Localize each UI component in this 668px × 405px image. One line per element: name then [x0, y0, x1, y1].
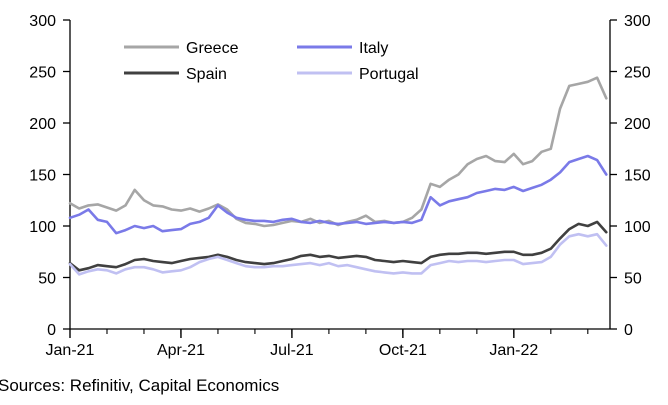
y-tick-label-left: 250 [29, 65, 56, 82]
legend-label-spain: Spain [186, 66, 227, 83]
source-note: Sources: Refinitiv, Capital Economics [0, 376, 280, 395]
series-line-italy [68, 154, 608, 235]
y-tick-label-right: 100 [624, 219, 651, 236]
y-tick-label-left: 150 [29, 168, 56, 185]
x-tick-label: Apr-21 [157, 342, 205, 359]
series-line-greece [68, 76, 608, 228]
chart-series-lines [68, 76, 608, 276]
y-tick-label-left: 100 [29, 219, 56, 236]
y-tick-label-right: 150 [624, 168, 651, 185]
legend-label-portugal: Portugal [359, 66, 419, 83]
y-tick-label-left: 50 [38, 271, 56, 288]
legend-label-italy: Italy [359, 40, 388, 57]
y-tick-label-right: 200 [624, 116, 651, 133]
chart-legend: Greece Spain Italy Portugal [124, 40, 419, 83]
y-tick-label-left: 200 [29, 116, 56, 133]
y-tick-label-right: 0 [624, 322, 633, 339]
y-tick-label-left: 300 [29, 13, 56, 30]
series-line-portugal [68, 232, 608, 276]
y-tick-label-right: 250 [624, 65, 651, 82]
series-line-spain [68, 220, 608, 272]
x-tick-label: Jan-21 [46, 342, 95, 359]
y-tick-label-right: 300 [624, 13, 651, 30]
legend-label-greece: Greece [186, 40, 239, 57]
x-tick-label: Jan-22 [489, 342, 538, 359]
y-tick-label-right: 50 [624, 271, 642, 288]
x-tick-label: Oct-21 [379, 342, 427, 359]
y-tick-label-left: 0 [47, 322, 56, 339]
chart-axes: 0 0 50 50 100 100 150 150 200 200 250 250 300 300 Jan-… [29, 13, 651, 359]
x-tick-label: Jul-21 [270, 342, 314, 359]
